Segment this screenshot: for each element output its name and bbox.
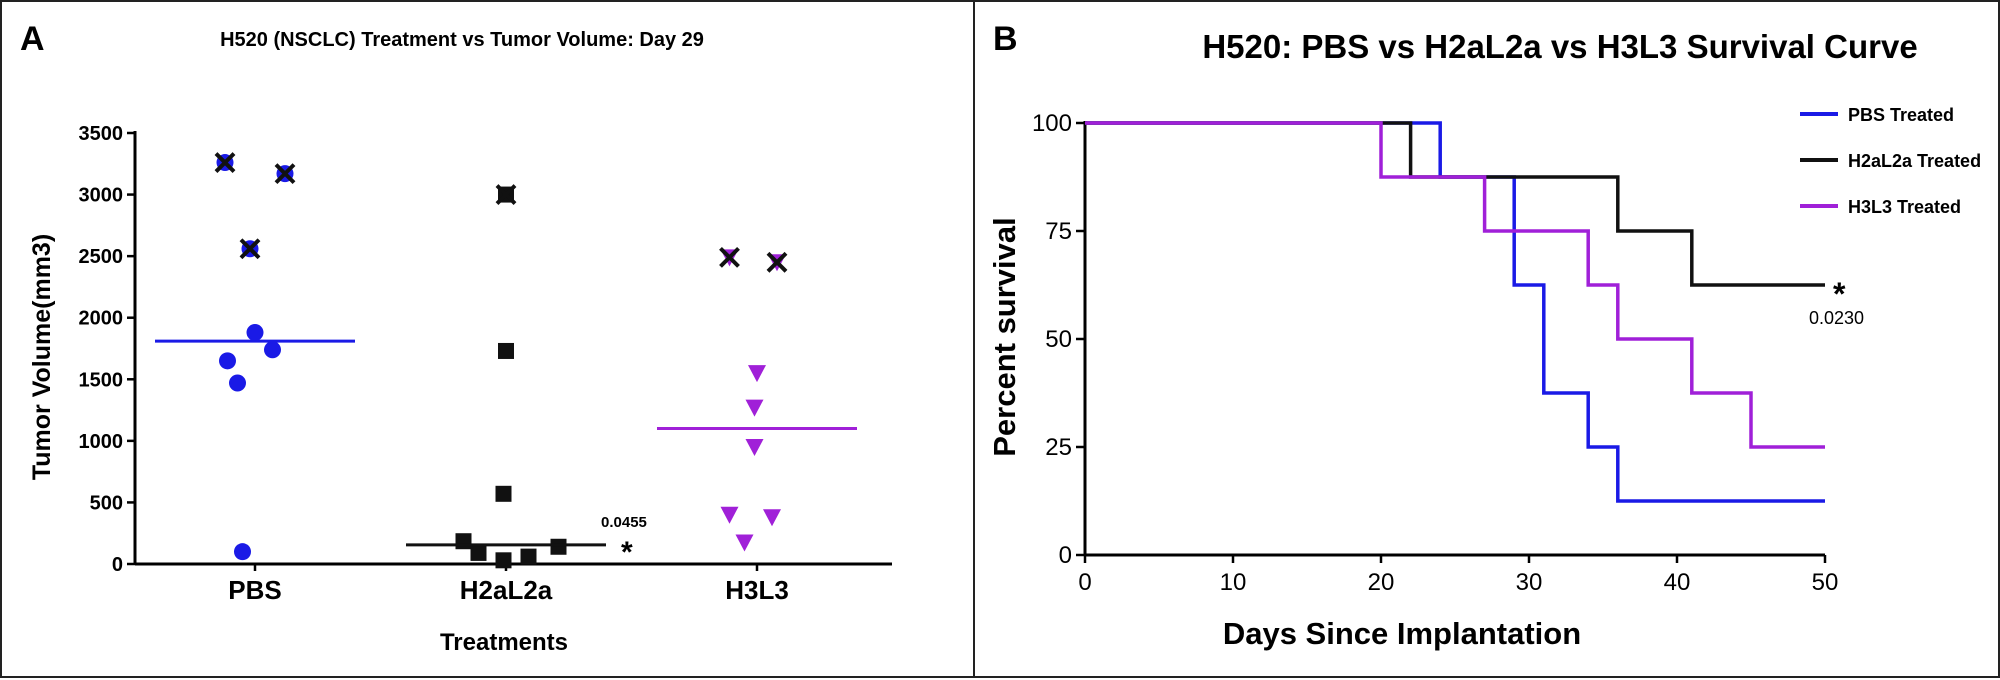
data-point: [763, 509, 781, 527]
panel-b-label: B: [993, 20, 1018, 58]
data-point: [498, 342, 514, 359]
x-tick-label: 30: [1516, 569, 1543, 596]
panel-b: B H520: PBS vs H2aL2a vs H3L3 Survival C…: [973, 0, 2000, 678]
data-point: [748, 365, 766, 383]
data-point-cross: [495, 184, 517, 205]
x-tick-label: 40: [1664, 569, 1691, 596]
data-point-cross: [766, 251, 788, 273]
y-tick-label: 0: [112, 554, 123, 576]
y-tick-label: 2500: [79, 246, 124, 268]
data-point: [495, 485, 512, 502]
data-point: [735, 534, 754, 552]
data-point: [229, 374, 246, 392]
data-point: [264, 341, 281, 359]
data-point-cross: [274, 163, 296, 185]
data-point: [455, 533, 472, 550]
y-tick-label: 25: [1045, 434, 1072, 461]
panel-a-y-axis-label: Tumor Volume(mm3): [28, 234, 56, 480]
data-point: [720, 506, 739, 524]
tumor-volume-scatter-chart: A H520 (NSCLC) Treatment vs Tumor Volume…: [20, 20, 892, 656]
panel-a-label: A: [20, 20, 45, 58]
x-tick-label: H3L3: [725, 575, 789, 605]
data-point: [520, 548, 537, 565]
data-point: [495, 552, 512, 569]
data-point-cross: [214, 152, 236, 173]
x-tick-label: PBS: [228, 575, 281, 605]
y-tick-label: 500: [90, 492, 123, 514]
x-tick-label: 50: [1812, 569, 1839, 596]
panel-b-y-axis-label: Percent survival: [987, 217, 1022, 457]
survival-line: [1085, 121, 1825, 449]
y-tick-label: 1500: [79, 369, 124, 391]
data-point-cross: [239, 238, 261, 260]
significance-star: *: [1833, 276, 1846, 312]
survival-line: [1085, 121, 1825, 503]
y-tick-label: 1000: [79, 431, 124, 453]
panel-b-x-axis-label: Days Since Implantation: [1223, 616, 1581, 651]
y-tick-label: 2000: [79, 308, 124, 330]
panel-a-title: H520 (NSCLC) Treatment vs Tumor Volume: …: [220, 29, 704, 51]
y-tick-label: 3500: [79, 123, 124, 145]
data-point: [745, 399, 764, 417]
panel-a-x-axis-label: Treatments: [440, 629, 568, 656]
y-tick-label: 3000: [79, 185, 124, 207]
y-tick-label: 0: [1059, 542, 1072, 569]
x-tick-label: H2aL2a: [460, 575, 553, 605]
y-tick-label: 75: [1045, 218, 1072, 245]
data-point: [550, 538, 567, 555]
data-point-cross: [719, 246, 740, 268]
data-point: [470, 544, 487, 561]
x-tick-label: 10: [1220, 569, 1247, 596]
legend-label: PBS Treated: [1848, 105, 1954, 125]
y-tick-label: 100: [1032, 110, 1072, 137]
legend-label: H3L3 Treated: [1848, 197, 1961, 217]
data-point: [745, 439, 764, 457]
survival-line: [1085, 121, 1825, 287]
x-tick-label: 0: [1078, 569, 1091, 596]
legend-label: H2aL2a Treated: [1848, 151, 1981, 171]
data-point: [234, 543, 251, 561]
panel-b-title: H520: PBS vs H2aL2a vs H3L3 Survival Cur…: [1202, 28, 1917, 65]
p-value-label: 0.0230: [1809, 308, 1864, 328]
significance-star: *: [621, 536, 633, 569]
panel-a: A H520 (NSCLC) Treatment vs Tumor Volume…: [0, 0, 975, 678]
y-tick-label: 50: [1045, 326, 1072, 353]
data-point: [219, 352, 236, 370]
x-tick-label: 20: [1368, 569, 1395, 596]
p-value-label: 0.0455: [601, 514, 647, 531]
data-point: [246, 323, 264, 341]
survival-curve-chart: B H520: PBS vs H2aL2a vs H3L3 Survival C…: [987, 20, 1981, 651]
